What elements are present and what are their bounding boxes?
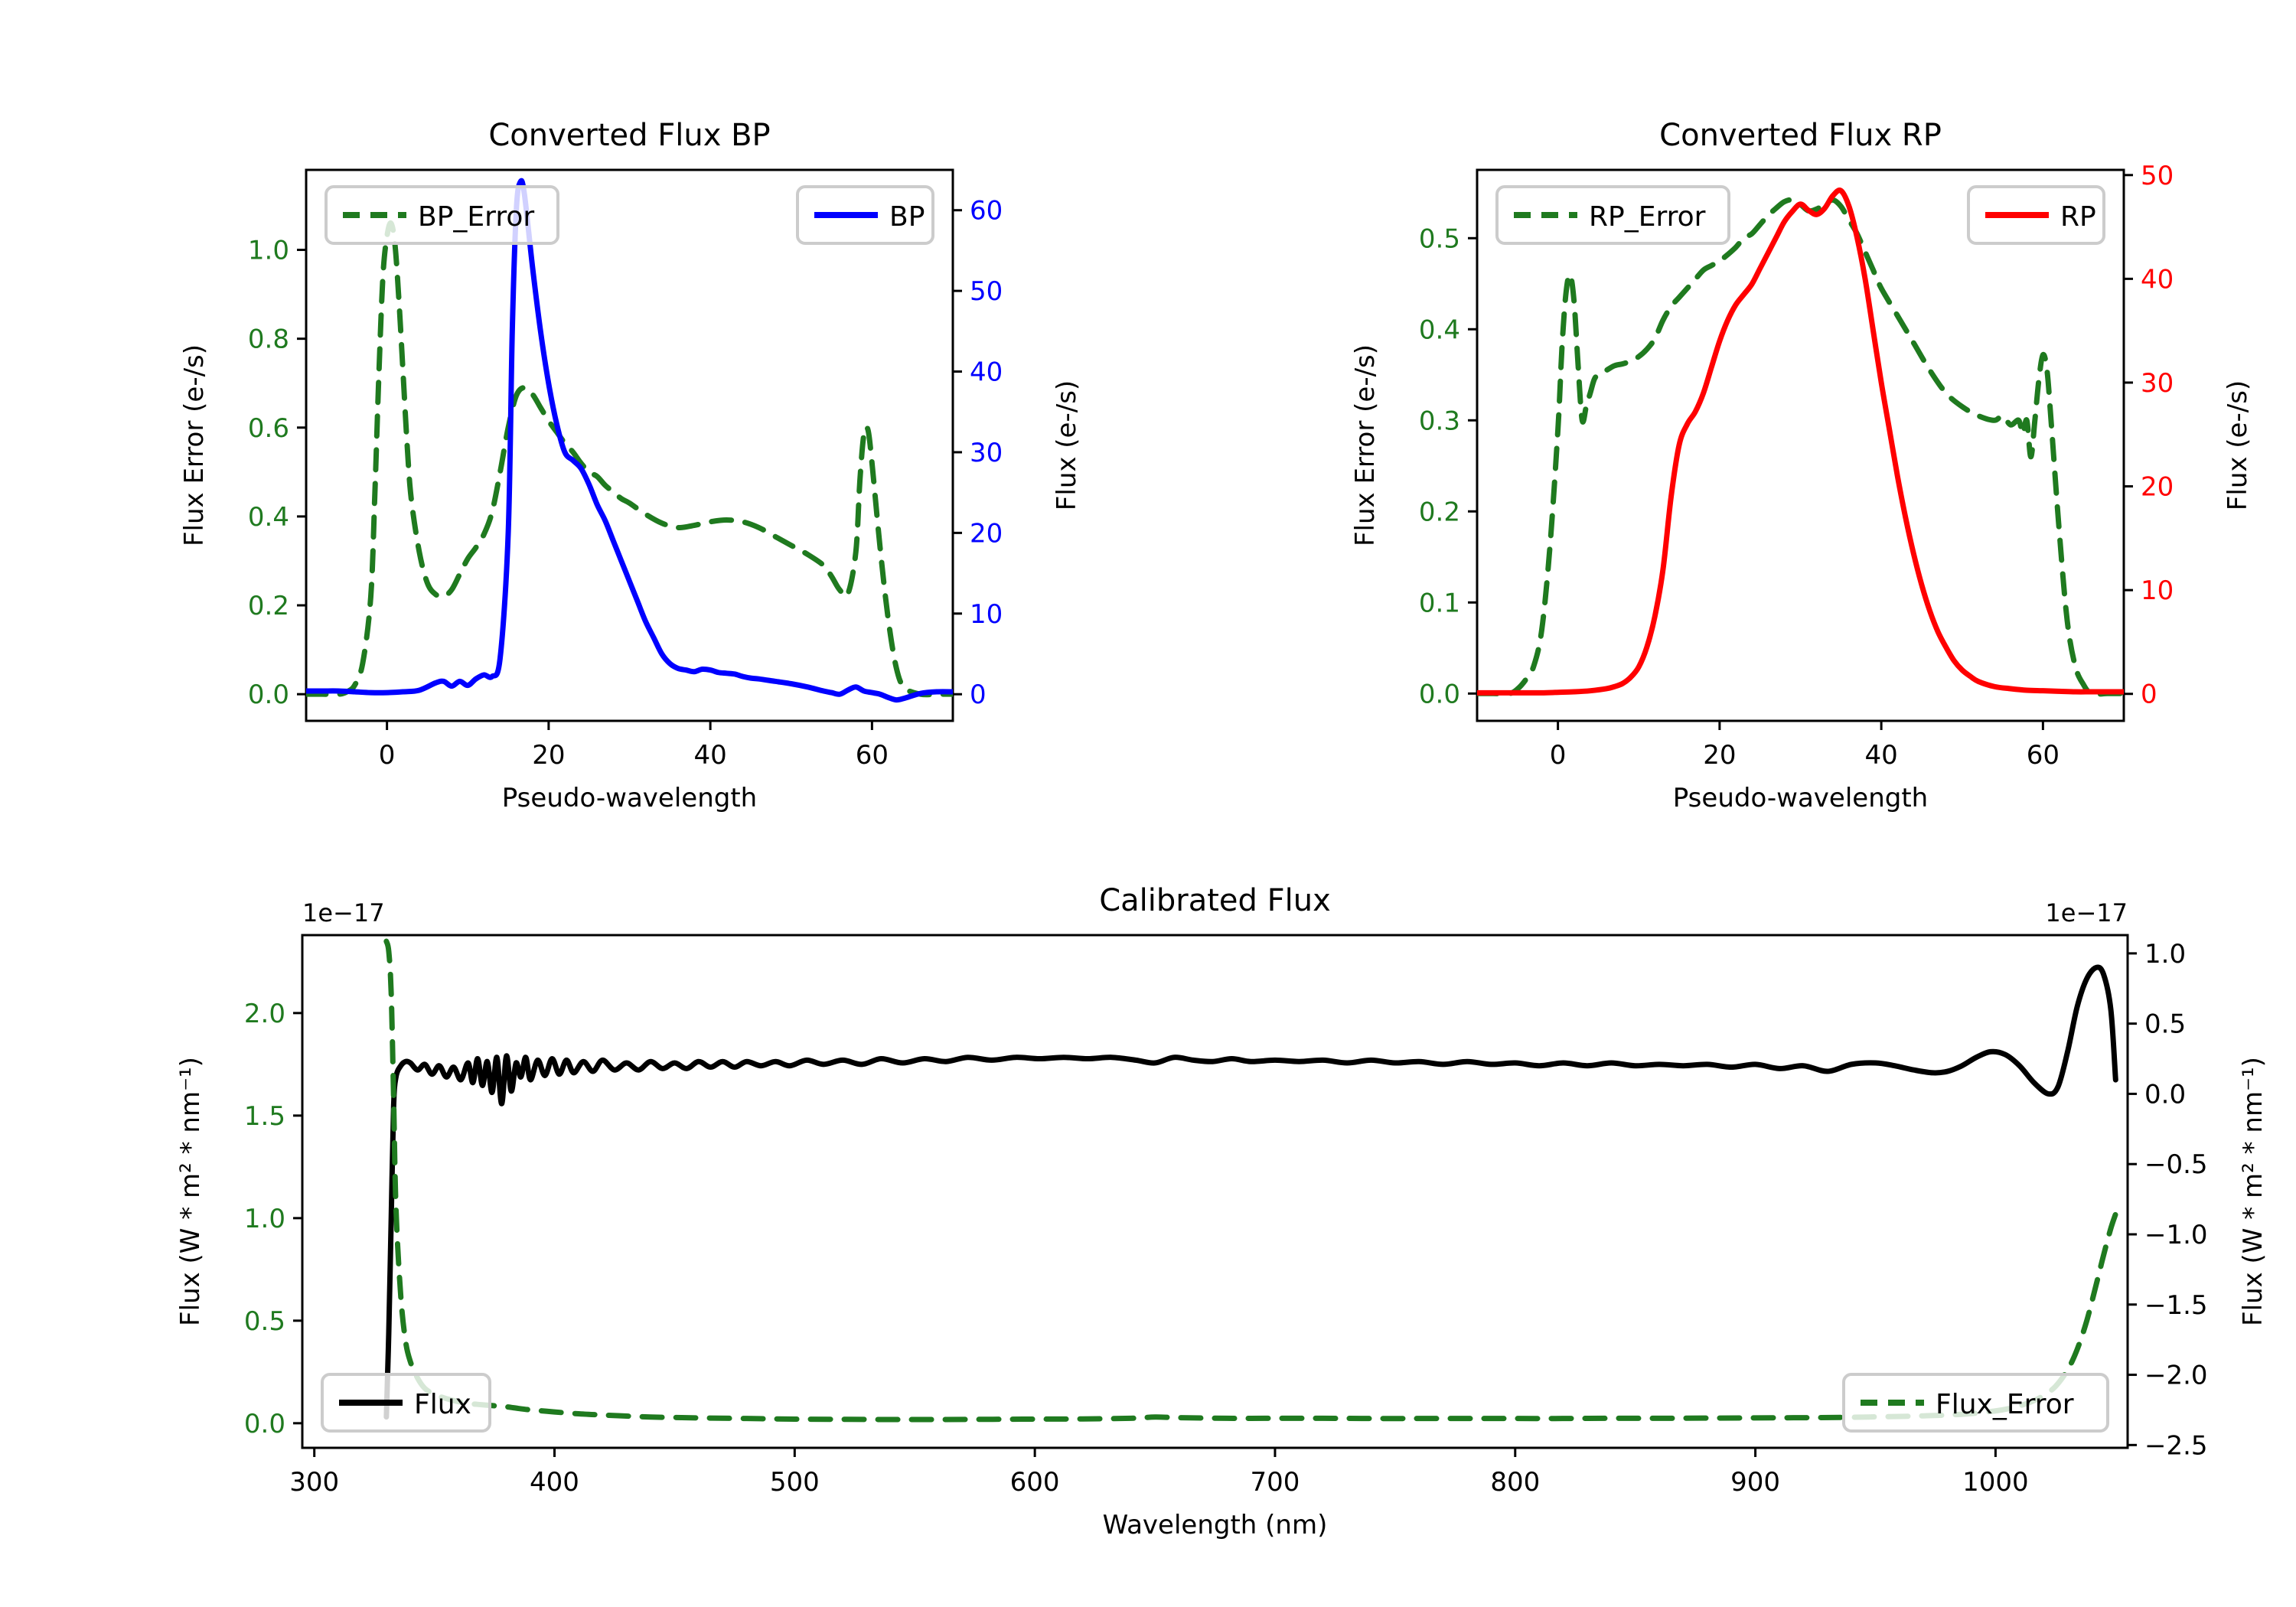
series-line-flux_error [383,938,2118,1423]
x-tick-label: 20 [1703,740,1736,771]
legend-label: RP [2060,201,2096,233]
y-tick-label-right: −1.0 [2144,1220,2208,1250]
x-tick-label: 400 [530,1467,579,1498]
x-axis-ticks: 300 400 500 600 700 800 900 1000 [289,1448,2029,1498]
y-tick-label-left: 0.5 [244,1306,285,1337]
y-tick-label-right: 40 [2141,264,2174,295]
y-tick-label-left: 0.1 [1419,588,1460,618]
legend-label: Flux [414,1389,471,1420]
y-tick-label-right: −2.5 [2144,1430,2208,1461]
y-tick-label-right: 20 [2141,472,2174,503]
legend-label: Flux_Error [1936,1389,2074,1420]
series-line-flux [383,964,2118,1420]
x-axis-label: Wavelength (nm) [1103,1510,1328,1540]
y-tick-label-right: −0.5 [2144,1149,2208,1180]
x-axis-label: Pseudo-wavelength [502,783,757,813]
x-axis-ticks: 0 20 40 60 [1550,721,2060,771]
x-tick-label: 300 [289,1467,339,1498]
legend-label: BP [889,201,925,233]
y-axis-label-right: Flux (e-/s) [1052,380,1082,510]
panel-calibrated-flux [145,834,635,1217]
x-tick-label: 500 [770,1467,820,1498]
y-tick-label-right: 0 [2141,680,2157,710]
chart-title: Calibrated Flux [1099,883,1331,918]
legend-flux: Flux [321,1373,491,1433]
y-tick-label-right: −1.5 [2144,1290,2208,1321]
y-axis-label-right: Flux (W * m² * nm⁻¹) [2238,1057,2268,1326]
x-tick-label: 600 [1010,1467,1060,1498]
y-tick-label-left: 0.2 [248,591,289,621]
y-axis-label-right: Flux (e-/s) [2223,380,2253,510]
x-tick-label: 900 [1730,1467,1780,1498]
x-tick-label: 0 [379,740,396,771]
y-tick-label-right: 1.0 [2144,939,2186,970]
x-tick-label: 700 [1251,1467,1300,1498]
y-tick-label-right: 10 [2141,575,2174,606]
y-tick-label-left: 0.0 [1419,679,1460,709]
x-tick-label: 800 [1490,1467,1540,1498]
y-axis-right-ticks: 0 10 20 30 40 50 [2124,161,2174,710]
legend-rp: RP [1967,185,2105,245]
x-tick-label: 20 [532,740,565,771]
plot-area [383,938,2118,1423]
y-axis-right-ticks: 1.0 0.5 0.0 −0.5 −1.0 −1.5 −2.0 −2.5 [2128,939,2208,1461]
y-tick-label-right: 0.5 [2144,1009,2186,1040]
x-axis-ticks: 0 20 40 60 [379,721,889,771]
y-tick-label-right: 30 [970,438,1003,468]
y-tick-label-right: 30 [2141,368,2174,399]
legend-flux_error: Flux_Error [1842,1373,2109,1433]
y-tick-label-right: 20 [970,518,1003,549]
y-tick-label-right: 0 [970,680,987,710]
x-tick-label: 40 [1864,740,1897,771]
y-tick-label-right: −2.0 [2144,1361,2208,1391]
y-tick-label-right: 60 [970,196,1003,227]
y-tick-label-right: 50 [2141,161,2174,191]
x-axis-label: Pseudo-wavelength [1673,783,1928,813]
y-tick-label-left: 0.0 [244,1409,285,1439]
x-tick-label: 1000 [1962,1467,2029,1498]
x-tick-label: 60 [856,740,889,771]
y-tick-label-right: 50 [970,276,1003,307]
y-tick-label-left: 0.2 [1419,497,1460,527]
x-tick-label: 40 [693,740,726,771]
y-axis-offset-right: 1e−17 [2045,898,2128,927]
legend-bp: BP [796,185,934,245]
x-tick-label: 60 [2027,740,2060,771]
y-tick-label-right: 10 [970,599,1003,630]
y-tick-label-left: 0.4 [248,502,289,533]
y-tick-label-right: 40 [970,357,1003,388]
panel-converted-flux-rp [1316,65,1806,448]
x-tick-label: 0 [1550,740,1567,771]
panel-converted-flux-bp [145,65,635,448]
y-tick-label-left: 0.0 [248,680,289,710]
y-axis-right-ticks: 0 10 20 30 40 50 60 [953,196,1003,710]
y-tick-label-right: 0.0 [2144,1079,2186,1110]
